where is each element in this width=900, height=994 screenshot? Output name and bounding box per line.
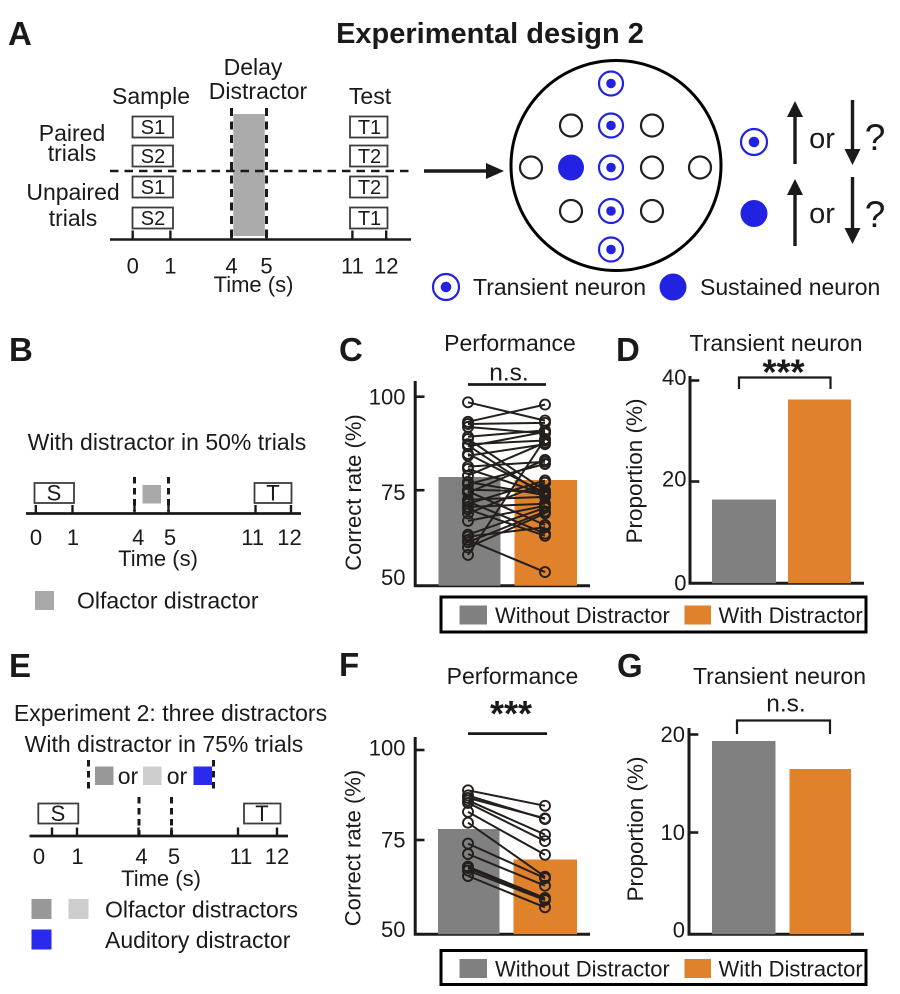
svg-text:S1: S1 (141, 117, 165, 139)
svg-text:Performance: Performance (447, 663, 579, 689)
svg-text:12: 12 (265, 844, 289, 869)
svg-text:C: C (339, 331, 363, 368)
svg-text:or: or (118, 763, 139, 789)
svg-text:Transient neuron: Transient neuron (689, 330, 862, 356)
svg-text:trials: trials (49, 205, 98, 231)
svg-text:F: F (339, 646, 359, 683)
svg-text:0: 0 (674, 571, 686, 596)
svg-text:or: or (167, 763, 188, 789)
svg-text:Paired: Paired (39, 120, 105, 146)
svg-text:Experiment 2: three distractor: Experiment 2: three distractors (14, 700, 327, 726)
svg-text:Time (s): Time (s) (121, 866, 201, 891)
svg-text:12: 12 (277, 525, 301, 550)
svg-text:n.s.: n.s. (766, 691, 806, 718)
svg-text:Proportion (%): Proportion (%) (622, 398, 647, 543)
svg-text:T1: T1 (358, 208, 381, 230)
svg-text:trials: trials (48, 140, 97, 166)
svg-text:S2: S2 (141, 208, 165, 230)
svg-text:Time (s): Time (s) (214, 272, 294, 297)
svg-text:11: 11 (241, 525, 264, 550)
svg-text:Distractor: Distractor (209, 78, 308, 104)
svg-text:A: A (8, 15, 32, 52)
svg-text:0: 0 (30, 525, 42, 550)
svg-text:S1: S1 (141, 177, 165, 199)
svg-text:Correct rate (%): Correct rate (%) (341, 414, 366, 570)
svg-text:1: 1 (71, 844, 83, 869)
svg-text:50: 50 (381, 917, 405, 942)
svg-text:Correct rate (%): Correct rate (%) (341, 770, 366, 926)
svg-text:0: 0 (673, 918, 685, 943)
svg-text:or: or (809, 198, 835, 230)
svg-text:75: 75 (381, 828, 405, 853)
svg-text:40: 40 (662, 365, 686, 390)
svg-text:With distractor in 50% trials: With distractor in 50% trials (28, 429, 307, 455)
svg-text:12: 12 (374, 254, 398, 279)
svg-text:G: G (617, 647, 643, 684)
svg-text:***: *** (490, 693, 532, 734)
svg-text:S: S (51, 801, 66, 826)
svg-text:?: ? (865, 194, 886, 235)
svg-text:4: 4 (132, 525, 144, 550)
svg-text:Sample: Sample (112, 83, 190, 109)
svg-text:Transient neuron: Transient neuron (473, 274, 646, 300)
svg-text:or: or (809, 123, 835, 155)
svg-text:Sustained neuron: Sustained neuron (700, 274, 880, 300)
svg-text:10: 10 (661, 820, 685, 845)
svg-text:11: 11 (230, 844, 253, 869)
svg-text:100: 100 (369, 385, 406, 410)
svg-text:D: D (616, 331, 640, 368)
svg-text:Olfactor distractors: Olfactor distractors (105, 897, 298, 923)
svg-text:Time (s): Time (s) (118, 546, 198, 571)
svg-text:4: 4 (135, 844, 147, 869)
svg-text:?: ? (865, 117, 886, 158)
svg-text:T2: T2 (358, 177, 381, 199)
svg-text:5: 5 (260, 254, 272, 279)
svg-text:S2: S2 (141, 146, 165, 168)
svg-text:Transient neuron: Transient neuron (693, 663, 866, 689)
svg-text:Without Distractor: Without Distractor (495, 603, 670, 628)
svg-text:Delay: Delay (224, 54, 283, 80)
svg-text:***: *** (762, 352, 804, 393)
svg-text:20: 20 (662, 467, 686, 492)
svg-text:1: 1 (67, 525, 79, 550)
svg-text:0: 0 (127, 254, 139, 279)
svg-text:Auditory distractor: Auditory distractor (105, 927, 291, 953)
svg-text:With distractor in 75% trials: With distractor in 75% trials (25, 731, 304, 757)
svg-text:5: 5 (168, 844, 180, 869)
svg-text:With Distractor: With Distractor (719, 603, 863, 628)
svg-text:Without Distractor: Without Distractor (495, 957, 670, 982)
svg-text:11: 11 (341, 254, 364, 279)
svg-text:E: E (9, 647, 31, 684)
svg-text:B: B (9, 331, 33, 368)
svg-text:n.s.: n.s. (489, 360, 529, 387)
svg-text:5: 5 (164, 525, 176, 550)
svg-text:Olfactor distractor: Olfactor distractor (77, 588, 259, 614)
svg-text:T: T (255, 801, 268, 826)
svg-text:Test: Test (349, 83, 392, 109)
svg-text:75: 75 (381, 480, 405, 505)
svg-text:T1: T1 (358, 117, 381, 139)
svg-text:100: 100 (369, 736, 406, 761)
svg-text:0: 0 (33, 844, 45, 869)
svg-text:S: S (47, 481, 62, 506)
svg-text:Experimental design 2: Experimental design 2 (336, 18, 644, 50)
svg-text:T: T (266, 481, 279, 506)
svg-text:50: 50 (381, 565, 405, 590)
svg-text:1: 1 (164, 254, 176, 279)
svg-text:Performance: Performance (444, 330, 576, 356)
svg-text:With Distractor: With Distractor (719, 957, 863, 982)
svg-text:4: 4 (225, 254, 237, 279)
svg-text:Proportion (%): Proportion (%) (623, 756, 648, 901)
svg-text:Unpaired: Unpaired (26, 179, 119, 205)
svg-text:T2: T2 (358, 146, 381, 168)
svg-text:20: 20 (661, 722, 685, 747)
